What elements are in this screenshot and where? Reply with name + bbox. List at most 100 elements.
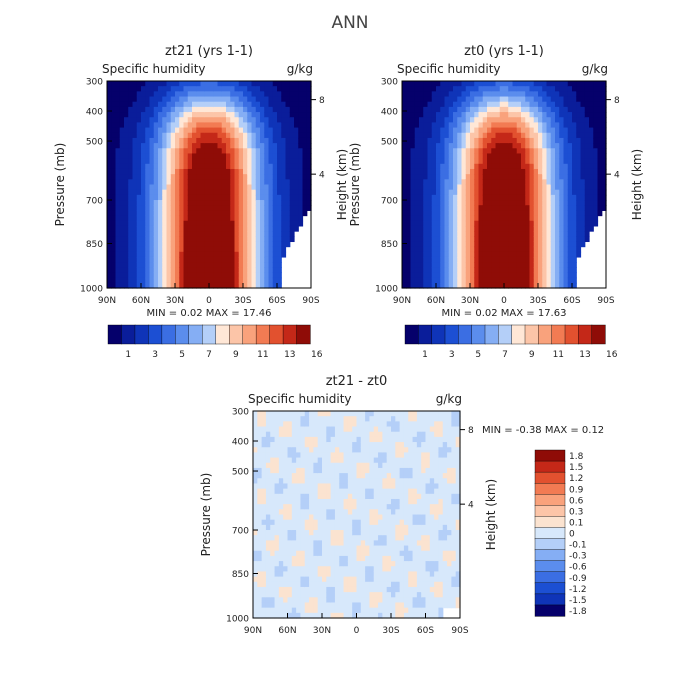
contour-cell (136, 277, 142, 284)
contour-cell (419, 256, 424, 263)
contour-cell (298, 153, 304, 160)
contour-cell (285, 86, 291, 92)
contour-cell (141, 101, 146, 108)
contour-cell (343, 524, 349, 531)
contour-cell (128, 158, 134, 165)
contour-cell (567, 148, 573, 155)
contour-cell (128, 127, 134, 134)
contour-cell (550, 241, 556, 248)
contour-cell (525, 215, 531, 222)
contour-cell (175, 137, 180, 144)
contour-cell (306, 112, 312, 118)
contour-cell (166, 179, 172, 186)
contour-cell (196, 117, 202, 123)
contour-cell (257, 478, 263, 485)
contour-cell (461, 282, 467, 289)
contour-cell (183, 272, 189, 279)
contour-cell (347, 467, 353, 474)
contour-cell (423, 251, 429, 258)
contour-cell (265, 581, 271, 588)
contour-cell (270, 411, 276, 417)
contour-cell (326, 566, 332, 573)
contour-cell (317, 545, 323, 552)
contour-cell (124, 184, 129, 191)
contour-cell (414, 153, 420, 160)
contour-cell (179, 137, 185, 144)
contour-cell (512, 241, 518, 248)
contour-cell (175, 86, 180, 92)
contour-cell (448, 200, 454, 206)
contour-cell (302, 168, 308, 175)
contour-cell (145, 117, 151, 123)
contour-cell (453, 106, 458, 113)
contour-cell (119, 117, 125, 123)
contour-cell (115, 272, 121, 279)
contour-cell (209, 148, 214, 155)
contour-cell (162, 272, 168, 279)
contour-cell (253, 493, 258, 500)
contour-cell (209, 174, 214, 180)
contour-cell (289, 132, 295, 139)
contour-cell (427, 96, 433, 103)
contour-cell (226, 81, 231, 87)
contour-cell (550, 132, 556, 139)
contour-cell (369, 467, 375, 474)
contour-cell (149, 127, 155, 134)
contour-cell (427, 163, 433, 170)
contour-cell (453, 122, 458, 129)
contour-cell (285, 194, 291, 201)
contour-cell (196, 96, 202, 103)
contour-cell (555, 137, 560, 144)
contour-cell (508, 184, 514, 191)
contour-cell (283, 493, 289, 500)
contour-cell (508, 210, 514, 217)
contour-cell (559, 101, 565, 108)
contour-cell (268, 200, 274, 206)
contour-cell (149, 132, 155, 139)
contour-cell (474, 220, 480, 227)
contour-cell (287, 530, 293, 536)
contour-cell (107, 189, 112, 196)
contour-cell (343, 550, 349, 557)
contour-cell (128, 225, 134, 232)
contour-cell (597, 81, 603, 87)
contour-cell (200, 106, 206, 113)
contour-cell (499, 262, 505, 268)
contour-cell (427, 117, 433, 123)
contour-cell (352, 498, 358, 505)
contour-cell (453, 205, 458, 211)
contour-cell (306, 158, 312, 165)
contour-cell (457, 194, 463, 201)
contour-cell (283, 498, 289, 505)
contour-cell (542, 153, 548, 160)
contour-cell (461, 106, 467, 113)
contour-cell (521, 241, 526, 248)
contour-cell (251, 127, 257, 134)
contour-cell (317, 447, 323, 453)
contour-cell (281, 91, 287, 98)
contour-cell (158, 200, 163, 206)
contour-cell (274, 498, 280, 505)
contour-cell (589, 210, 594, 217)
contour-cell (448, 143, 454, 149)
contour-cell (516, 81, 522, 87)
contour-cell (260, 231, 265, 237)
contour-cell (478, 189, 484, 196)
contour-cell (593, 122, 599, 129)
contour-cell (470, 220, 475, 227)
contour-cell (226, 241, 231, 248)
contour-cell (436, 194, 441, 201)
contour-cell (298, 81, 304, 87)
contour-cell (563, 236, 569, 243)
contour-cell (200, 241, 206, 248)
contour-cell (291, 586, 297, 593)
contour-cell (461, 251, 467, 258)
contour-cell (550, 179, 556, 186)
contour-cell (533, 241, 539, 248)
contour-cell (378, 421, 383, 428)
contour-cell (281, 106, 287, 113)
contour-cell (111, 148, 117, 155)
contour-cell (576, 122, 582, 129)
contour-cell (525, 81, 531, 87)
contour-cell (512, 81, 518, 87)
